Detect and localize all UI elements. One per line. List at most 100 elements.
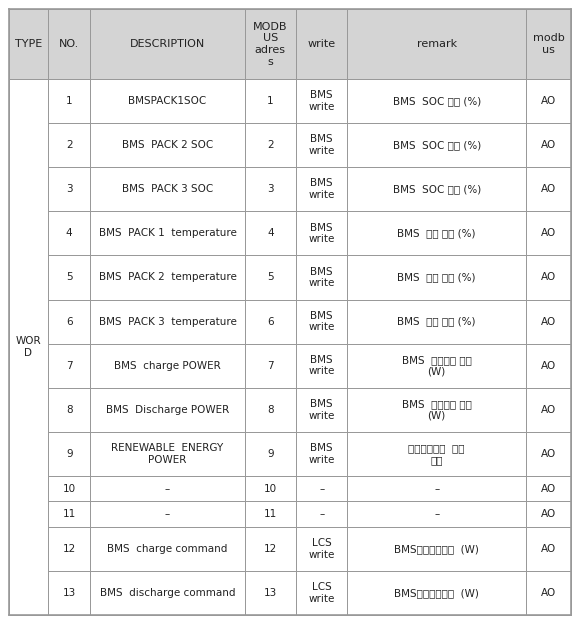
Text: –: – [434, 484, 439, 494]
Text: write: write [308, 39, 336, 49]
Text: 10: 10 [63, 484, 76, 494]
Text: –: – [434, 509, 439, 519]
Bar [526, 476, 571, 502]
Text: BMS  온도 표시 (%): BMS 온도 표시 (%) [397, 317, 476, 327]
Bar [90, 255, 245, 299]
Text: AO: AO [541, 96, 556, 106]
Bar [90, 388, 245, 432]
Bar [347, 571, 526, 615]
Text: 6: 6 [66, 317, 72, 327]
Text: 3: 3 [66, 184, 72, 194]
Bar [526, 432, 571, 476]
Text: AO: AO [541, 449, 556, 459]
Text: BMS  온도 표시 (%): BMS 온도 표시 (%) [397, 272, 476, 283]
Text: LCS
write: LCS write [309, 538, 335, 560]
Text: 2: 2 [267, 140, 274, 150]
Bar [296, 527, 347, 571]
Bar [347, 527, 526, 571]
Text: BMS
write: BMS write [309, 135, 335, 156]
Text: 12: 12 [264, 544, 277, 554]
Text: BMS  PACK 2  temperature: BMS PACK 2 temperature [99, 272, 237, 283]
Bar [48, 343, 90, 388]
Bar [245, 527, 296, 571]
Bar [48, 571, 90, 615]
Bar [245, 79, 296, 123]
Bar [245, 167, 296, 211]
Bar [347, 432, 526, 476]
Text: BMS  charge command: BMS charge command [107, 544, 228, 554]
Bar [90, 527, 245, 571]
Text: BMS요청방전전력  (W): BMS요청방전전력 (W) [394, 588, 479, 598]
Bar [296, 502, 347, 527]
Bar [90, 123, 245, 167]
Text: –: – [165, 509, 170, 519]
Bar [245, 211, 296, 255]
Text: BMS
write: BMS write [309, 267, 335, 288]
Bar [90, 343, 245, 388]
Bar [526, 388, 571, 432]
Bar [48, 527, 90, 571]
Text: –: – [165, 484, 170, 494]
Bar [526, 9, 571, 79]
Text: –: – [319, 484, 324, 494]
Text: 13: 13 [264, 588, 277, 598]
Bar [526, 79, 571, 123]
Text: WOR
D: WOR D [16, 336, 41, 358]
Bar [347, 343, 526, 388]
Text: 5: 5 [267, 272, 274, 283]
Text: BMS  PACK 2 SOC: BMS PACK 2 SOC [122, 140, 213, 150]
Text: MODB
US
adres
s: MODB US adres s [253, 22, 288, 66]
Text: BMS
write: BMS write [309, 443, 335, 464]
Text: BMSPACK1SOC: BMSPACK1SOC [128, 96, 206, 106]
Bar [347, 476, 526, 502]
Text: –: – [319, 509, 324, 519]
Text: AO: AO [541, 588, 556, 598]
Bar [90, 571, 245, 615]
Bar [245, 9, 296, 79]
Text: BMS  charge POWER: BMS charge POWER [114, 361, 221, 371]
Bar [48, 9, 90, 79]
Bar [48, 211, 90, 255]
Text: BMS  PACK 3 SOC: BMS PACK 3 SOC [122, 184, 213, 194]
Bar [90, 79, 245, 123]
Bar [526, 255, 571, 299]
Bar [526, 502, 571, 527]
Text: AO: AO [541, 484, 556, 494]
Text: TYPE: TYPE [14, 39, 42, 49]
Text: NO.: NO. [59, 39, 79, 49]
Bar [245, 502, 296, 527]
Bar [245, 432, 296, 476]
Text: 6: 6 [267, 317, 274, 327]
Bar [526, 299, 571, 343]
Bar [245, 343, 296, 388]
Text: BMS
write: BMS write [309, 311, 335, 332]
Bar [90, 9, 245, 79]
Text: AO: AO [541, 544, 556, 554]
Text: 9: 9 [267, 449, 274, 459]
Bar [296, 79, 347, 123]
Bar [526, 343, 571, 388]
Bar [245, 123, 296, 167]
Bar [526, 571, 571, 615]
Text: BMS  discharge command: BMS discharge command [100, 588, 235, 598]
Bar [296, 9, 347, 79]
Text: 4: 4 [267, 228, 274, 238]
Bar [90, 476, 245, 502]
Text: BMS
write: BMS write [309, 355, 335, 376]
Bar [245, 388, 296, 432]
Text: BMS  Discharge POWER: BMS Discharge POWER [106, 405, 229, 415]
Bar [48, 432, 90, 476]
Text: BMS  SOC 표시 (%): BMS SOC 표시 (%) [393, 96, 481, 106]
Text: BMS
write: BMS write [309, 91, 335, 112]
Text: 2: 2 [66, 140, 72, 150]
Text: remark: remark [416, 39, 457, 49]
Text: AO: AO [541, 272, 556, 283]
Text: BMS요청충전전력  (W): BMS요청충전전력 (W) [394, 544, 479, 554]
Text: 신재생에너지  전력
표시: 신재생에너지 전력 표시 [408, 443, 465, 464]
Text: 10: 10 [264, 484, 277, 494]
Text: modb
us: modb us [533, 33, 564, 55]
Text: BMS  충전전력 표시
(W): BMS 충전전력 표시 (W) [402, 355, 472, 376]
Text: BMS
write: BMS write [309, 399, 335, 420]
Text: 7: 7 [267, 361, 274, 371]
Text: 9: 9 [66, 449, 72, 459]
